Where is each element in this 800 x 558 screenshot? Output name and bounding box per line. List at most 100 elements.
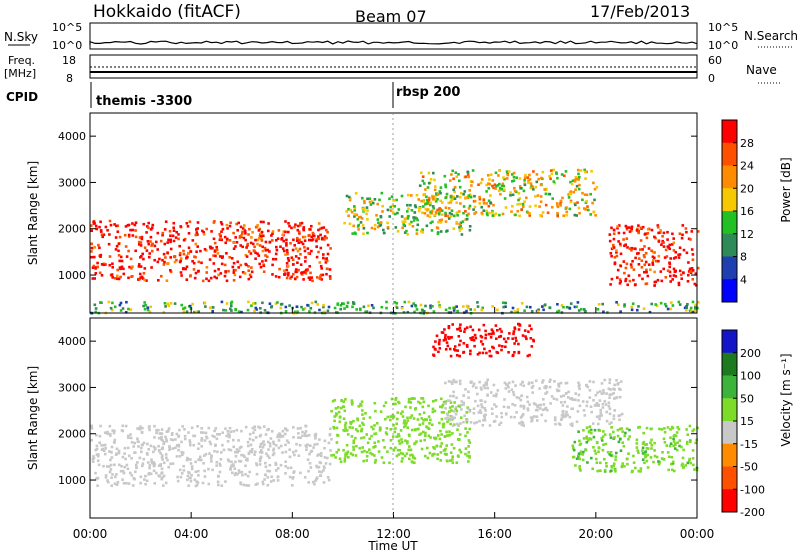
data-cell <box>114 248 118 251</box>
data-cell <box>120 464 123 468</box>
data-cell <box>205 271 208 274</box>
data-cell <box>262 425 266 428</box>
data-cell <box>354 454 358 457</box>
data-cell <box>444 211 447 215</box>
cpid-entry-0: themis -3300 <box>96 94 192 109</box>
data-cell <box>432 345 435 349</box>
data-cell <box>156 231 160 235</box>
data-cell <box>254 251 257 255</box>
data-cell <box>254 238 257 242</box>
cpid-entry-1: rbsp 200 <box>396 85 460 100</box>
data-cell <box>182 469 186 472</box>
data-cell <box>358 216 361 219</box>
data-cell <box>214 443 217 447</box>
data-cell <box>520 414 524 418</box>
data-cell <box>574 176 578 179</box>
data-cell <box>293 244 296 247</box>
data-cell <box>194 460 197 464</box>
data-cell <box>116 224 120 227</box>
data-cell <box>517 396 521 400</box>
data-cell <box>616 226 619 230</box>
data-cell <box>480 308 483 312</box>
data-cell <box>530 419 533 423</box>
data-cell <box>669 280 672 283</box>
data-cell <box>400 194 404 198</box>
data-cell <box>492 383 496 387</box>
data-cell <box>236 451 239 454</box>
data-cell <box>523 329 527 332</box>
data-cell <box>465 304 469 308</box>
data-cell <box>462 403 465 406</box>
data-cell <box>546 408 549 412</box>
data-cell <box>187 431 190 434</box>
data-cell <box>431 453 435 456</box>
data-cell <box>284 460 287 463</box>
data-cell <box>347 456 350 459</box>
data-cell <box>299 263 303 266</box>
data-cell <box>232 438 235 442</box>
data-cell <box>661 241 664 245</box>
data-cell <box>125 255 129 258</box>
data-cell <box>473 212 476 215</box>
data-cell <box>569 200 573 204</box>
data-cell <box>353 205 356 208</box>
data-cell <box>253 425 257 428</box>
data-cell <box>513 404 517 407</box>
data-cell <box>678 444 681 448</box>
data-cell <box>450 213 453 216</box>
data-cell <box>107 300 111 304</box>
data-cell <box>318 438 321 441</box>
data-cell <box>139 244 143 247</box>
data-cell <box>113 429 116 433</box>
data-cell <box>378 198 381 202</box>
data-cell <box>685 428 688 431</box>
data-cell <box>496 308 499 312</box>
data-cell <box>409 448 413 452</box>
data-cell <box>95 477 98 481</box>
data-cell <box>667 468 670 472</box>
data-cell <box>427 171 431 175</box>
data-cell <box>487 187 491 190</box>
data-cell <box>474 211 478 214</box>
data-cell <box>309 466 313 469</box>
data-cell <box>599 408 602 412</box>
y-tick-label: 3000 <box>58 381 86 394</box>
data-cell <box>672 444 675 447</box>
data-cell <box>523 309 526 312</box>
data-cell <box>467 212 470 216</box>
data-cell <box>138 428 142 431</box>
data-cell <box>201 279 205 283</box>
data-cell <box>214 254 217 258</box>
data-cell <box>507 351 510 354</box>
data-cell <box>594 214 597 217</box>
data-cell <box>374 432 378 435</box>
data-cell <box>142 272 146 275</box>
data-cell <box>247 484 251 487</box>
data-cell <box>319 454 323 458</box>
data-cell <box>229 221 232 225</box>
data-cell <box>268 456 271 460</box>
data-cell <box>232 271 236 274</box>
data-cell <box>284 450 288 454</box>
data-cell <box>395 435 398 438</box>
data-cell <box>92 456 96 460</box>
data-cell <box>140 255 143 258</box>
data-cell <box>278 432 281 435</box>
data-cell <box>630 266 633 269</box>
data-cell <box>185 310 189 313</box>
data-cell <box>327 441 331 445</box>
data-cell <box>175 258 178 262</box>
data-cell <box>509 415 513 419</box>
data-cell <box>531 185 534 189</box>
data-cell <box>164 305 167 308</box>
data-cell <box>226 458 230 461</box>
data-cell <box>535 408 538 412</box>
data-cell <box>309 307 313 310</box>
data-cell <box>575 457 579 460</box>
data-cell <box>365 455 369 458</box>
data-cell <box>437 434 440 437</box>
data-cell <box>410 397 414 400</box>
data-cell <box>386 450 389 453</box>
data-cell <box>568 415 572 419</box>
data-cell <box>410 414 414 417</box>
